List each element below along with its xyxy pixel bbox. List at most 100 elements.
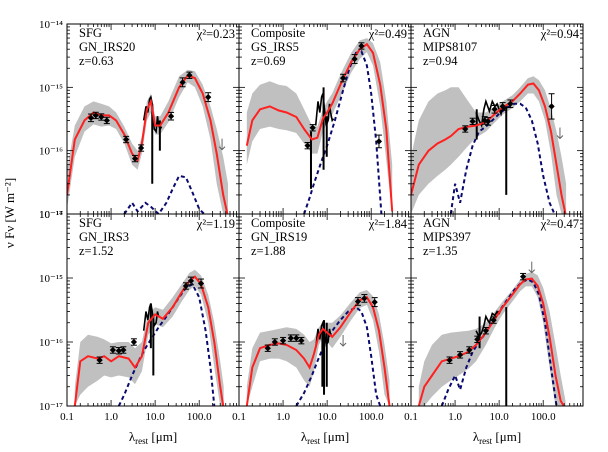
source-name: GN_IRS19 [251, 230, 307, 244]
redshift-label: z=0.94 [423, 54, 458, 68]
redshift-label: z=1.35 [423, 244, 457, 258]
data-point [482, 327, 489, 334]
x-tick-label: 10.0 [490, 411, 510, 423]
category-label: Composite [251, 26, 306, 40]
irs-spectrum-line [142, 303, 161, 331]
y-tick-label: 10⁻¹⁴ [39, 209, 63, 221]
model-sed-line [417, 277, 565, 406]
x-tick-label: 0.1 [232, 411, 246, 423]
redshift-label: z=1.88 [251, 244, 285, 258]
data-point [456, 351, 464, 358]
plot-area [245, 38, 394, 214]
y-tick-label: 10⁻¹⁵ [39, 82, 63, 94]
x-tick-label: 1.0 [276, 411, 290, 423]
upper-limit-arrow [218, 138, 226, 151]
source-name: GN_IRS3 [79, 230, 129, 244]
model-sed-line [245, 42, 394, 212]
data-point [361, 295, 368, 302]
data-point [92, 112, 99, 119]
data-point [354, 298, 362, 305]
y-tick-label: 10⁻¹⁶ [39, 337, 63, 349]
model-sed-line [67, 74, 229, 214]
chi2-label: χ²=1.19 [196, 217, 235, 231]
data-point [103, 117, 110, 124]
data-point [279, 337, 287, 344]
uncertainty-band [246, 290, 390, 406]
x-tick-label: 0.1 [404, 411, 418, 423]
data-point [446, 357, 453, 364]
data-point [131, 155, 139, 162]
data-point [98, 113, 105, 121]
y-tick-label: 10⁻¹⁶ [39, 146, 63, 158]
uncertainty-band [418, 271, 566, 406]
data-point [186, 72, 193, 79]
source-name: MIPS397 [423, 230, 471, 244]
data-point [264, 345, 271, 352]
chi2-label: χ²=0.23 [196, 27, 235, 41]
data-point [293, 335, 300, 342]
category-label: AGN [423, 26, 450, 40]
x-tick-label: 100.0 [531, 411, 556, 423]
x-tick-label: 1.0 [104, 411, 118, 423]
x-tick-label: 10.0 [318, 411, 338, 423]
agn-component-line [449, 102, 556, 214]
data-point [474, 336, 481, 343]
data-point [179, 79, 186, 86]
redshift-label: z=0.63 [79, 54, 113, 68]
plot-area [411, 76, 567, 214]
data-point [298, 337, 305, 344]
data-point [287, 335, 294, 342]
y-tick-label: 10⁻¹⁴ [39, 19, 63, 31]
category-label: SFG [79, 216, 102, 230]
plot-area [73, 269, 225, 406]
model-sed-line [411, 82, 567, 214]
y-tick-label: 10⁻¹⁷ [39, 401, 63, 413]
uncertainty-band [411, 76, 567, 214]
source-name: GS_IRS5 [251, 40, 299, 54]
uncertainty-band [74, 269, 224, 406]
data-point [205, 94, 212, 101]
uncertainty-band [67, 69, 228, 214]
data-point [167, 113, 175, 120]
agn-component-line [123, 174, 205, 214]
source-name: MIPS8107 [423, 40, 477, 54]
redshift-label: z=1.52 [79, 244, 113, 258]
x-tick-label: 100.0 [187, 411, 212, 423]
upper-limit-arrow [339, 335, 347, 347]
y-tick-label: 10⁻¹⁷ [39, 209, 63, 221]
y-axis-label: ν Fν [W m⁻²] [2, 178, 17, 248]
plot-area [417, 261, 566, 406]
chi2-label: χ²=0.49 [368, 27, 407, 41]
source-name: GN_IRS20 [79, 40, 135, 54]
x-tick-label: 100.0 [359, 411, 384, 423]
x-axis-label: λrest [μm] [129, 429, 177, 446]
upper-limit-arrow [528, 261, 536, 274]
category-label: AGN [423, 216, 450, 230]
chi2-label: χ²=1.84 [368, 217, 408, 231]
y-tick-label: 10⁻¹⁵ [39, 273, 63, 285]
category-label: SFG [79, 26, 102, 40]
sed-panel: 10⁻¹⁷ 10⁻¹⁶ 10⁻¹⁵ 10⁻¹⁴ 0.1 1.0 10.0 100.0 SFGGN… [39, 209, 240, 423]
upper-limit-arrow [556, 127, 564, 140]
data-point [87, 114, 95, 121]
data-point [123, 136, 130, 143]
x-axis-label: λrest [μm] [473, 429, 521, 446]
chi2-label: χ²=0.94 [540, 27, 580, 41]
x-tick-label: 1.0 [448, 411, 462, 423]
agn-component-line [303, 50, 383, 214]
data-point [490, 316, 497, 324]
data-point [548, 103, 555, 110]
data-point [371, 299, 378, 306]
x-tick-label: 10.0 [146, 411, 166, 423]
plot-area [67, 69, 229, 214]
data-point [375, 138, 383, 145]
redshift-label: z=0.69 [251, 54, 285, 68]
category-label: Composite [251, 216, 306, 230]
uncertainty-band [246, 38, 393, 214]
